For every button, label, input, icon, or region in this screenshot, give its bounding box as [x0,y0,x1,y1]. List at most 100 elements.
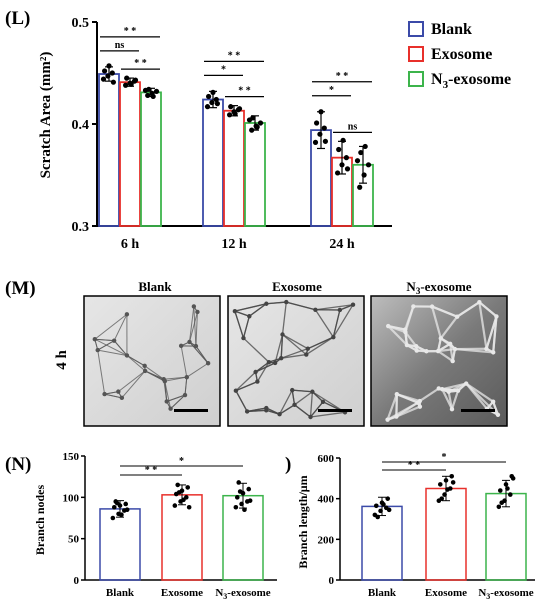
tube-segment [395,405,421,418]
micrograph-n3-exosome [370,295,508,427]
tube-segment [431,305,458,318]
scratch-data-point [150,93,156,100]
tube-segment [280,348,309,359]
nodes-x-tick-label: Exosome [161,587,203,599]
tube-segment [440,337,456,350]
length-y-tick-label: 0 [329,575,335,587]
branch-nodes-y-axis-title: Branch nodes [33,485,47,556]
tube-node [95,347,100,353]
scratch-data-point [153,88,160,94]
tube-segment [294,391,313,406]
length-y-tick-label: 200 [318,534,335,546]
scratch-bar [244,122,266,227]
scratch-data-point [246,117,253,123]
tube-segment [186,362,209,378]
tube-segment [166,394,186,402]
scale-bar-n3-exosome [461,409,495,412]
scratch-data-point [362,143,368,150]
branch-length-y-axis-title: Branch length/μm [296,475,310,568]
tube-segment [281,302,287,335]
nodes-y-tick-label: 50 [68,534,80,546]
tube-segment [144,370,166,382]
tube-segment [332,304,354,338]
tube-segment [126,355,146,372]
tube-node [124,312,130,317]
panel-L-label: (L) [5,8,30,29]
scratch-data-point [214,101,220,107]
length-data-point [499,500,505,506]
tube-segment [144,365,165,380]
scale-bar-exosome [318,409,352,412]
length-data-point [437,482,443,487]
tube-node [162,378,168,384]
tube-segment [450,390,460,410]
scratch-significance-label: * * [228,50,241,61]
length-data-point [443,478,449,483]
scratch-y-axis-title: Scratch Area (mm²) [38,52,54,179]
nodes-data-point [175,482,181,488]
nodes-data-point [186,504,192,510]
scratch-bar [98,73,120,227]
tube-segment [441,388,453,410]
branch-nodes-chart: Branch nodes 0 50 100 150 Blank Exosome N3-exo… [33,451,277,601]
scratch-data-point [232,111,238,117]
micrograph-exosome [227,295,365,427]
scratch-data-point [314,120,320,126]
scratch-significance-label: * * [336,71,349,82]
scratch-data-point [336,146,342,153]
tube-node [331,334,336,340]
tube-segment [94,313,128,340]
legend: Blank Exosome N3-exosome [408,21,511,91]
length-significance-label: * [442,452,447,463]
scratch-area-chart: Scratch Area (mm²) 0.30.40.56 hns* ** *1… [38,16,392,252]
tube-segment [189,306,195,343]
length-data-point [449,474,455,479]
tube-node [182,392,188,398]
legend-swatch-blank [408,21,424,37]
tube-segment [310,401,324,418]
length-data-point [385,496,391,501]
tube-segment [419,387,440,402]
scratch-data-point [105,73,111,79]
length-significance-label: * * [408,460,421,471]
tube-node [495,412,501,417]
scratch-data-point [335,170,341,176]
tube-segment [309,391,314,418]
tube-segment [113,340,128,356]
tube-segment [281,353,307,359]
tube-segment [274,334,284,364]
tube-node [255,379,260,384]
scratch-data-point [128,81,134,87]
scratch-data-point [321,125,327,131]
tube-segment [256,361,270,382]
nodes-y-tick-label: 100 [63,492,80,504]
image-title-n3-exosome: N3-exosome [406,279,471,296]
scratch-data-point [257,120,264,126]
tube-segment [193,306,197,347]
length-bar [361,505,403,581]
tube-segment [184,377,188,396]
length-bar [425,487,467,581]
nodes-data-point [124,507,130,513]
nodes-data-point [123,501,129,507]
image-title-blank: Blank [138,279,172,294]
scratch-data-point [210,89,216,95]
tube-segment [195,345,209,364]
tube-segment [247,407,267,413]
tube-segment [234,310,250,317]
tube-segment [170,394,186,410]
scratch-data-point [312,139,319,145]
nodes-data-point [114,500,120,506]
tube-segment [104,391,119,395]
nodes-data-point [111,504,117,510]
scratch-data-point [361,172,367,178]
panel-O-label: ) [285,454,291,475]
scratch-y-tick-label: 0.4 [72,118,90,133]
tube-segment [437,347,456,353]
tube-node [232,308,238,314]
tube-segment [310,411,346,418]
scratch-bar [223,109,245,227]
scratch-data-point [213,96,219,103]
tube-segment [280,334,284,359]
